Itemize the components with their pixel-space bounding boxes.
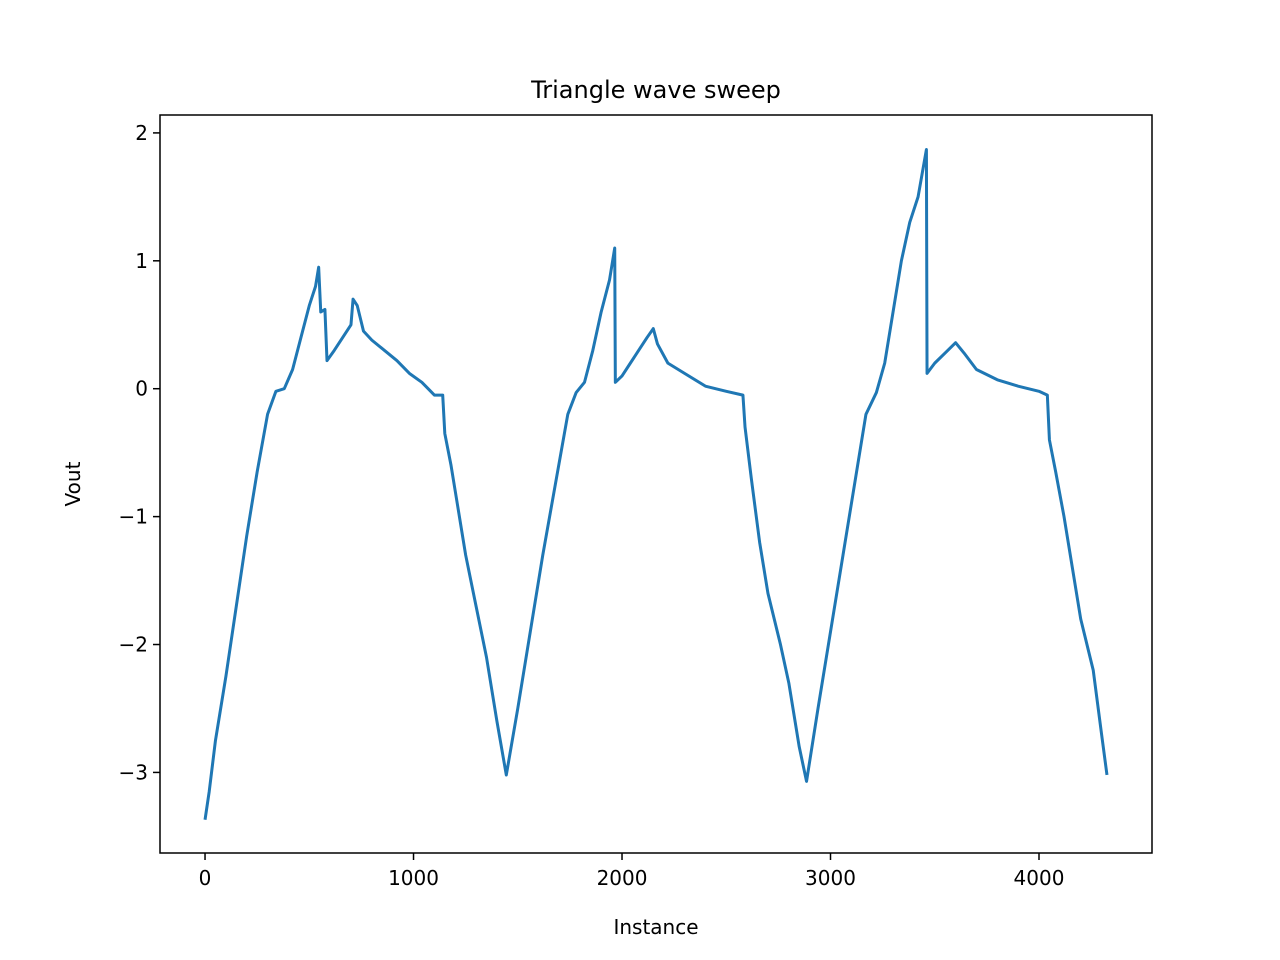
y-tick-label: 2: [135, 121, 148, 145]
y-axis-label: Vout: [61, 461, 85, 506]
x-tick-label: 1000: [388, 866, 439, 890]
x-axis-label: Instance: [613, 915, 698, 939]
y-tick-label: −1: [119, 505, 148, 529]
data-line: [203, 148, 1109, 820]
x-tick-label: 4000: [1014, 866, 1065, 890]
plot-frame: [159, 114, 1153, 854]
chart-title: Triangle wave sweep: [530, 76, 781, 104]
x-tick-label: 2000: [597, 866, 648, 890]
y-tick-label: 1: [135, 249, 148, 273]
y-tick-label: −3: [119, 760, 148, 784]
y-tick-label: −2: [119, 633, 148, 657]
x-tick-label: 0: [199, 866, 212, 890]
y-tick-label: 0: [135, 377, 148, 401]
x-tick-label: 3000: [805, 866, 856, 890]
